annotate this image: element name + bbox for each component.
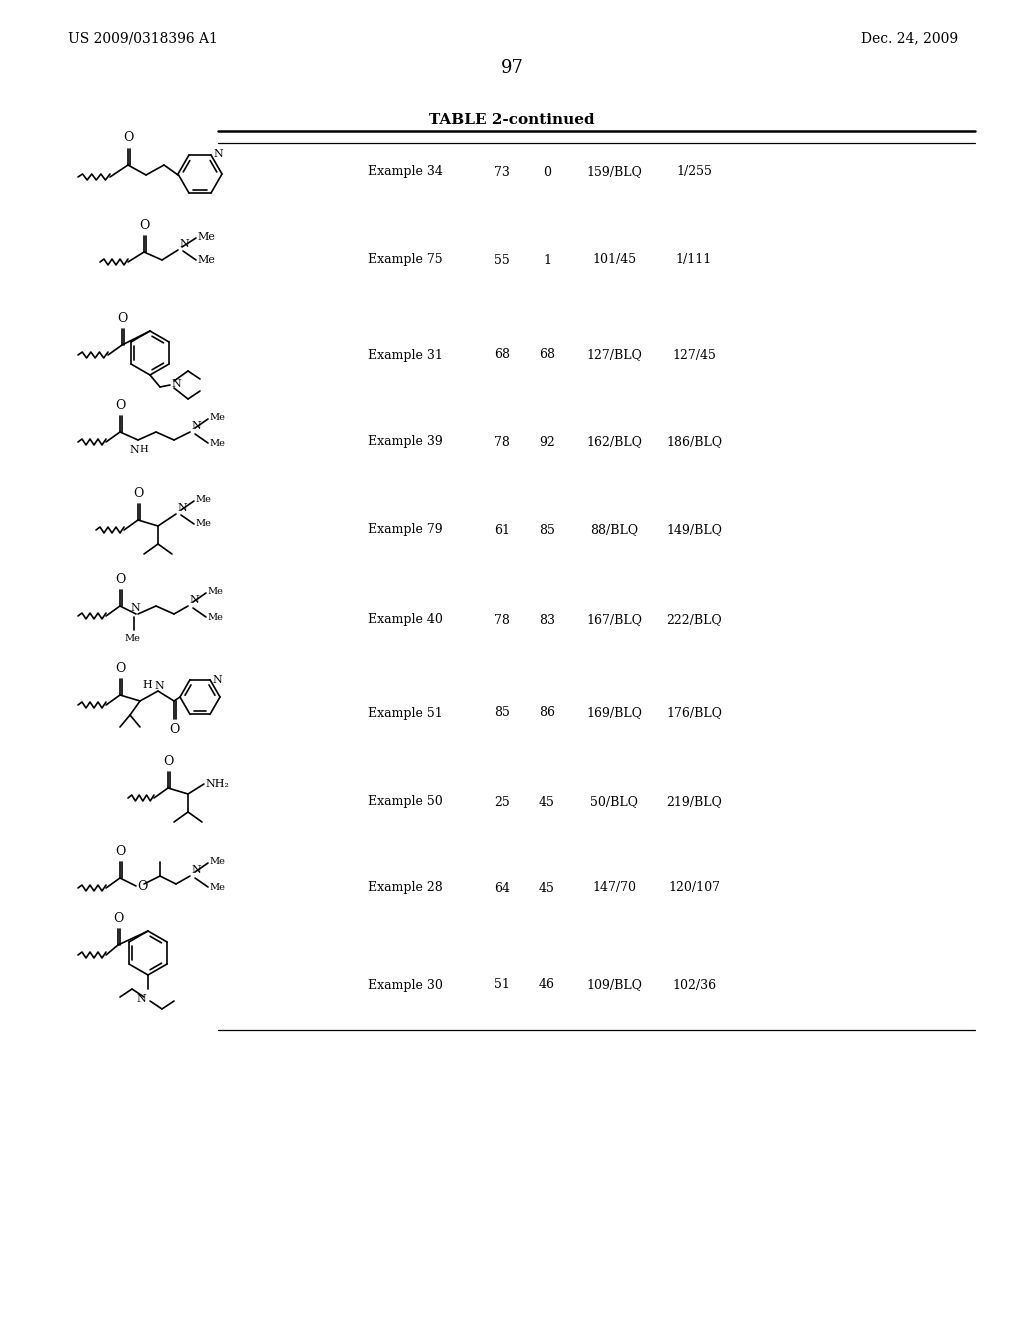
Text: N: N [171, 379, 181, 389]
Text: Me: Me [209, 883, 225, 892]
Text: 68: 68 [539, 348, 555, 362]
Text: US 2009/0318396 A1: US 2009/0318396 A1 [68, 30, 218, 45]
Text: O: O [117, 312, 127, 325]
Text: 85: 85 [539, 524, 555, 536]
Text: N: N [136, 994, 146, 1005]
Text: N: N [191, 421, 201, 432]
Text: Me: Me [195, 495, 211, 504]
Text: 222/BLQ: 222/BLQ [667, 614, 722, 627]
Text: H: H [139, 445, 147, 454]
Text: 45: 45 [539, 796, 555, 808]
Text: O: O [139, 219, 150, 232]
Text: Me: Me [124, 634, 140, 643]
Text: 73: 73 [494, 165, 510, 178]
Text: Me: Me [207, 614, 223, 623]
Text: 162/BLQ: 162/BLQ [586, 436, 642, 449]
Text: 159/BLQ: 159/BLQ [586, 165, 642, 178]
Text: O: O [115, 399, 125, 412]
Text: N: N [179, 239, 188, 249]
Text: Me: Me [209, 413, 225, 422]
Text: 1/111: 1/111 [676, 253, 712, 267]
Text: 102/36: 102/36 [672, 978, 716, 991]
Text: Me: Me [209, 440, 225, 449]
Text: 83: 83 [539, 614, 555, 627]
Text: 127/45: 127/45 [672, 348, 716, 362]
Text: N: N [212, 675, 222, 685]
Text: O: O [137, 879, 147, 892]
Text: Example 31: Example 31 [368, 348, 442, 362]
Text: 78: 78 [494, 614, 510, 627]
Text: Example 34: Example 34 [368, 165, 442, 178]
Text: N: N [213, 149, 223, 158]
Text: 169/BLQ: 169/BLQ [586, 706, 642, 719]
Text: 50/BLQ: 50/BLQ [590, 796, 638, 808]
Text: 86: 86 [539, 706, 555, 719]
Text: 1/255: 1/255 [676, 165, 712, 178]
Text: Dec. 24, 2009: Dec. 24, 2009 [861, 30, 958, 45]
Text: O: O [169, 723, 179, 737]
Text: Example 39: Example 39 [368, 436, 442, 449]
Text: 45: 45 [539, 882, 555, 895]
Text: 85: 85 [494, 706, 510, 719]
Text: Example 28: Example 28 [368, 882, 442, 895]
Text: Example 40: Example 40 [368, 614, 442, 627]
Text: N: N [191, 865, 201, 875]
Text: 186/BLQ: 186/BLQ [666, 436, 722, 449]
Text: 167/BLQ: 167/BLQ [586, 614, 642, 627]
Text: 51: 51 [494, 978, 510, 991]
Text: H: H [142, 680, 152, 690]
Text: Example 51: Example 51 [368, 706, 442, 719]
Text: Me: Me [197, 255, 215, 265]
Text: N: N [189, 595, 199, 605]
Text: N: N [130, 603, 140, 612]
Text: Me: Me [195, 520, 211, 528]
Text: NH₂: NH₂ [205, 779, 229, 789]
Text: 0: 0 [543, 165, 551, 178]
Text: 78: 78 [494, 436, 510, 449]
Text: 127/BLQ: 127/BLQ [586, 348, 642, 362]
Text: Me: Me [197, 232, 215, 242]
Text: 46: 46 [539, 978, 555, 991]
Text: 149/BLQ: 149/BLQ [666, 524, 722, 536]
Text: 109/BLQ: 109/BLQ [586, 978, 642, 991]
Text: TABLE 2-continued: TABLE 2-continued [429, 114, 595, 127]
Text: 147/70: 147/70 [592, 882, 636, 895]
Text: 176/BLQ: 176/BLQ [666, 706, 722, 719]
Text: Example 50: Example 50 [368, 796, 442, 808]
Text: Example 30: Example 30 [368, 978, 442, 991]
Text: Me: Me [207, 587, 223, 597]
Text: N: N [177, 503, 186, 513]
Text: 92: 92 [539, 436, 555, 449]
Text: Example 79: Example 79 [368, 524, 442, 536]
Text: 1: 1 [543, 253, 551, 267]
Text: 25: 25 [495, 796, 510, 808]
Text: O: O [115, 845, 125, 858]
Text: 97: 97 [501, 59, 523, 77]
Text: 68: 68 [494, 348, 510, 362]
Text: O: O [163, 755, 173, 768]
Text: O: O [115, 663, 125, 675]
Text: N: N [154, 681, 164, 690]
Text: O: O [115, 573, 125, 586]
Text: 219/BLQ: 219/BLQ [666, 796, 722, 808]
Text: N: N [129, 445, 139, 455]
Text: Example 75: Example 75 [368, 253, 442, 267]
Text: O: O [123, 131, 133, 144]
Text: 88/BLQ: 88/BLQ [590, 524, 638, 536]
Text: O: O [133, 487, 143, 500]
Text: O: O [113, 912, 123, 925]
Text: 64: 64 [494, 882, 510, 895]
Text: 101/45: 101/45 [592, 253, 636, 267]
Text: Me: Me [209, 858, 225, 866]
Text: 61: 61 [494, 524, 510, 536]
Text: 120/107: 120/107 [668, 882, 720, 895]
Text: 55: 55 [495, 253, 510, 267]
